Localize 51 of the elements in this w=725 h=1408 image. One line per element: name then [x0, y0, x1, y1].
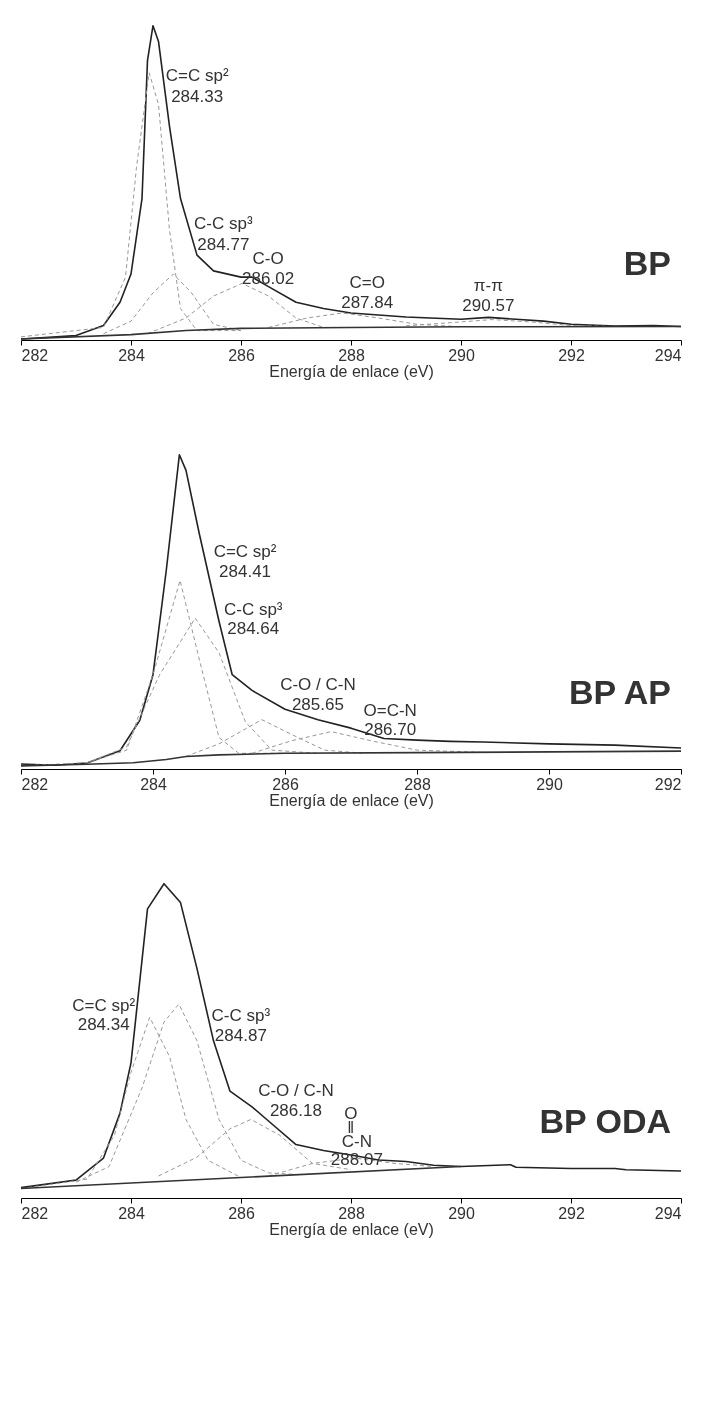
- annotation: C=C sp²: [165, 65, 229, 85]
- x-tick-label: 290: [536, 775, 563, 793]
- x-tick-label: 288: [338, 1204, 365, 1222]
- x-axis-title: Energía de enlace (eV): [269, 791, 434, 809]
- annotation: C-C sp³: [211, 1006, 271, 1026]
- annotation: C=O: [349, 272, 385, 292]
- annotation: 290.57: [462, 295, 515, 315]
- x-tick-label: 292: [558, 1204, 585, 1222]
- text: BP: [623, 244, 671, 282]
- annotation: 284.64: [227, 619, 280, 639]
- annotation: C-C sp³: [194, 214, 253, 233]
- annotation: 285.65: [291, 694, 344, 714]
- x-axis-title: Energía de enlace (eV): [269, 362, 434, 380]
- x-tick-label: 294: [654, 346, 682, 364]
- x-tick-label: 294: [654, 1204, 682, 1222]
- x-tick-label: 286: [272, 775, 299, 793]
- annotation: 284.34: [77, 1015, 130, 1035]
- x-tick-label: 288: [404, 775, 431, 793]
- annotation: 284.33: [171, 86, 224, 106]
- annotation: 284.41: [219, 562, 272, 582]
- x-tick-label: 288: [338, 346, 365, 364]
- x-tick-label: 292: [558, 346, 585, 364]
- x-axis-title: Energía de enlace (eV): [269, 1220, 434, 1238]
- annotation: C-O / C-N: [258, 1081, 334, 1101]
- text: BP ODA: [539, 1102, 671, 1140]
- text: BP AP: [568, 673, 671, 711]
- annotation: C=C sp²: [213, 542, 277, 562]
- annotation: O=C-N: [363, 700, 417, 720]
- x-tick-label: 282: [21, 1204, 49, 1222]
- annotation: π-π: [473, 275, 503, 295]
- x-tick-label: 286: [228, 346, 255, 364]
- annotation: 287.84: [341, 292, 394, 312]
- annotation: 286.02: [242, 269, 295, 289]
- annotation: 286.18: [269, 1101, 322, 1121]
- x-tick-label: 284: [140, 775, 167, 793]
- x-tick-label: 290: [448, 346, 475, 364]
- x-tick-label: 286: [228, 1204, 255, 1222]
- annotation: 284.77: [197, 235, 250, 254]
- x-tick-label: 282: [21, 775, 49, 793]
- x-tick-label: 282: [21, 346, 49, 364]
- x-tick-label: 290: [448, 1204, 475, 1222]
- annotation: C-O / C-N: [280, 674, 356, 694]
- annotation: 286.70: [364, 719, 417, 739]
- annotation: 288.07: [330, 1150, 383, 1170]
- x-tick-label: 284: [118, 1204, 145, 1222]
- annotation: C-C sp³: [223, 600, 283, 620]
- x-tick-label: 292: [654, 775, 682, 793]
- x-tick-label: 284: [118, 346, 145, 364]
- annotation: 284.87: [214, 1026, 267, 1046]
- annotation: C=C sp²: [72, 996, 136, 1016]
- annotation: C-O: [252, 249, 284, 269]
